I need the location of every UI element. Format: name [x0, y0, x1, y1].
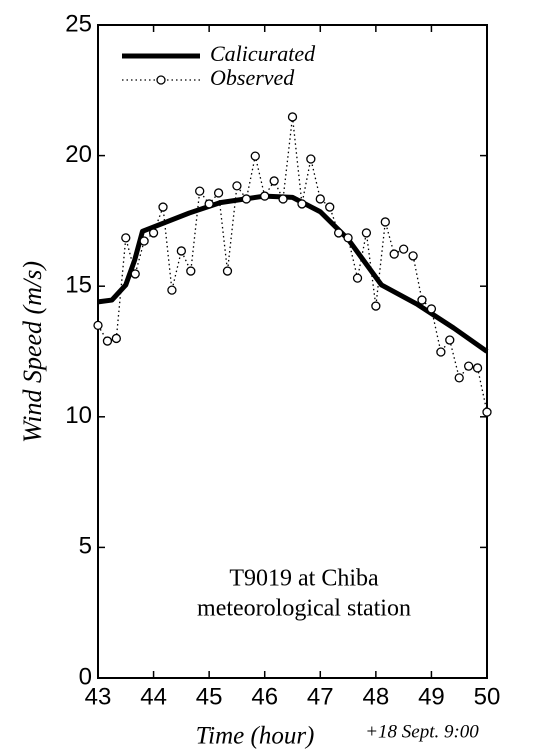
- observed-point: [186, 266, 196, 276]
- observed-point: [352, 273, 363, 283]
- observed-point: [278, 194, 288, 204]
- observed-point: [195, 186, 205, 196]
- observed-point: [111, 333, 121, 344]
- y-axis-label: Wind Speed (m/s): [18, 261, 47, 443]
- observed-point: [250, 151, 260, 161]
- legend-label: Observed: [210, 65, 295, 90]
- observed-point: [371, 301, 381, 311]
- observed-point: [389, 249, 399, 259]
- series-line: [97, 116, 488, 413]
- x-tick-label: 44: [140, 683, 167, 710]
- observed-point: [436, 347, 446, 357]
- observed-point: [260, 191, 270, 201]
- x-axis-note: +18 Sept. 9:00: [365, 721, 479, 742]
- observed-point: [167, 285, 177, 295]
- legend-marker: [156, 75, 166, 85]
- observed-point: [130, 269, 140, 279]
- observed-point: [343, 233, 353, 243]
- x-tick-label: 49: [418, 683, 445, 710]
- x-tick-label: 48: [363, 683, 390, 710]
- observed-point: [472, 363, 483, 373]
- observed-point: [148, 228, 159, 238]
- observed-point: [306, 154, 316, 164]
- observed-point: [176, 246, 187, 256]
- observed-point: [204, 199, 214, 209]
- observed-point: [297, 199, 307, 209]
- y-tick-label: 25: [65, 10, 92, 37]
- observed-point: [454, 373, 464, 383]
- observed-point: [241, 194, 252, 204]
- y-tick-label: 5: [79, 533, 92, 560]
- observed-point: [121, 233, 131, 243]
- series-line: [97, 193, 489, 354]
- observed-point: [445, 335, 455, 345]
- observed-point: [93, 320, 103, 331]
- observed-point: [464, 361, 474, 371]
- y-tick-label: 15: [65, 272, 92, 299]
- observed-point: [269, 176, 279, 186]
- observed-point: [315, 194, 325, 204]
- x-tick-label: 46: [251, 683, 278, 710]
- x-tick-label: 45: [196, 683, 223, 710]
- observed-point: [222, 266, 233, 276]
- observed-point: [380, 217, 390, 227]
- observed-point: [398, 244, 409, 254]
- annotation: meteorological station: [197, 596, 411, 622]
- observed-point: [482, 407, 492, 417]
- x-tick-label: 50: [474, 683, 501, 710]
- observed-point: [102, 336, 113, 346]
- y-tick-label: 20: [65, 141, 92, 168]
- observed-point: [232, 181, 242, 191]
- x-tick-label: 47: [307, 683, 334, 710]
- observed-point: [333, 228, 344, 238]
- annotation: T9019 at Chiba: [229, 566, 379, 592]
- observed-point: [287, 112, 298, 122]
- y-tick-label: 0: [79, 663, 92, 690]
- y-tick-label: 10: [65, 402, 92, 429]
- x-axis-label: Time (hour): [196, 723, 315, 750]
- legend-label: Calicurated: [210, 41, 316, 66]
- observed-point: [408, 251, 418, 261]
- observed-point: [325, 202, 335, 212]
- observed-point: [139, 236, 149, 246]
- observed-point: [361, 228, 372, 238]
- observed-point: [213, 188, 224, 198]
- observed-point: [426, 304, 437, 314]
- x-tick-label: 43: [85, 683, 112, 710]
- observed-point: [417, 295, 427, 305]
- observed-point: [158, 202, 168, 212]
